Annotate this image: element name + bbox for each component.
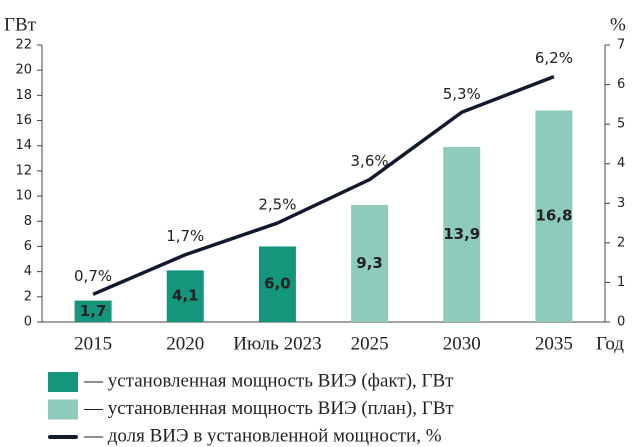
y-tick-label: 0 [24, 315, 32, 330]
legend-label: — установленная мощность ВИЭ (план), ГВт [83, 398, 454, 419]
y2-tick-label: 7 [617, 38, 625, 53]
x-tick-label: Июль 2023 [233, 333, 321, 354]
bar [443, 146, 481, 322]
line-label: 1,7% [166, 227, 204, 245]
x-tick-label: 2035 [535, 333, 573, 354]
y-tick-label: 2 [24, 289, 32, 304]
y-tick-label: 14 [15, 138, 32, 153]
y2-tick-label: 3 [617, 196, 625, 211]
legend-label: — доля ВИЭ в установленной мощности, % [83, 425, 442, 446]
y-tick-label: 4 [24, 264, 32, 279]
y2-axis-label: % [610, 14, 626, 35]
x-axis-label: Год [596, 333, 624, 354]
legend-label: — установленная мощность ВИЭ (факт), ГВт [83, 370, 454, 391]
bar [258, 246, 296, 322]
y2-tick-label: 1 [617, 275, 625, 290]
y-tick-label: 18 [15, 88, 32, 103]
y2-tick-label: 4 [617, 156, 625, 171]
bar [74, 300, 112, 322]
line [92, 75, 555, 296]
x-tick-label: 2030 [443, 333, 481, 354]
bar-label: 4,1 [172, 287, 199, 305]
bar-label: 6,0 [264, 275, 291, 293]
y-tick-label: 6 [24, 239, 32, 254]
line-label: 6,2% [535, 49, 573, 67]
y-tick-label: 22 [15, 38, 32, 53]
line-label: 5,3% [443, 85, 481, 103]
y-tick-label: 20 [15, 63, 32, 78]
bar-label: 16,8 [535, 207, 572, 225]
y2-tick-label: 0 [617, 315, 625, 330]
line-label: 0,7% [74, 267, 112, 285]
x-tick-label: 2020 [166, 333, 204, 354]
bar [535, 110, 573, 323]
y-axis-label: ГВт [4, 14, 37, 35]
legend-swatch [48, 372, 78, 392]
y-tick-label: 10 [15, 189, 32, 204]
x-tick-label: 2015 [74, 333, 112, 354]
line-label: 3,6% [351, 152, 389, 170]
line-label: 2,5% [258, 196, 296, 214]
y-tick-label: 8 [24, 214, 32, 229]
bar-label: 1,7 [80, 302, 107, 320]
y2-tick-label: 2 [617, 235, 625, 250]
y-tick-label: 16 [15, 113, 32, 128]
y-tick-label: 12 [15, 163, 32, 178]
bar-label: 9,3 [356, 254, 383, 272]
y2-tick-label: 6 [617, 77, 625, 92]
legend-swatch [48, 399, 78, 420]
bar-label: 13,9 [443, 225, 480, 243]
y2-tick-label: 5 [617, 117, 625, 132]
x-tick-label: 2025 [351, 333, 389, 354]
bar [166, 270, 204, 322]
bar [351, 204, 389, 322]
